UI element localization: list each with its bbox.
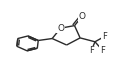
Text: F: F: [100, 46, 105, 55]
Text: F: F: [89, 46, 94, 55]
Text: F: F: [102, 32, 107, 41]
Text: O: O: [57, 24, 64, 33]
Text: O: O: [78, 12, 85, 21]
